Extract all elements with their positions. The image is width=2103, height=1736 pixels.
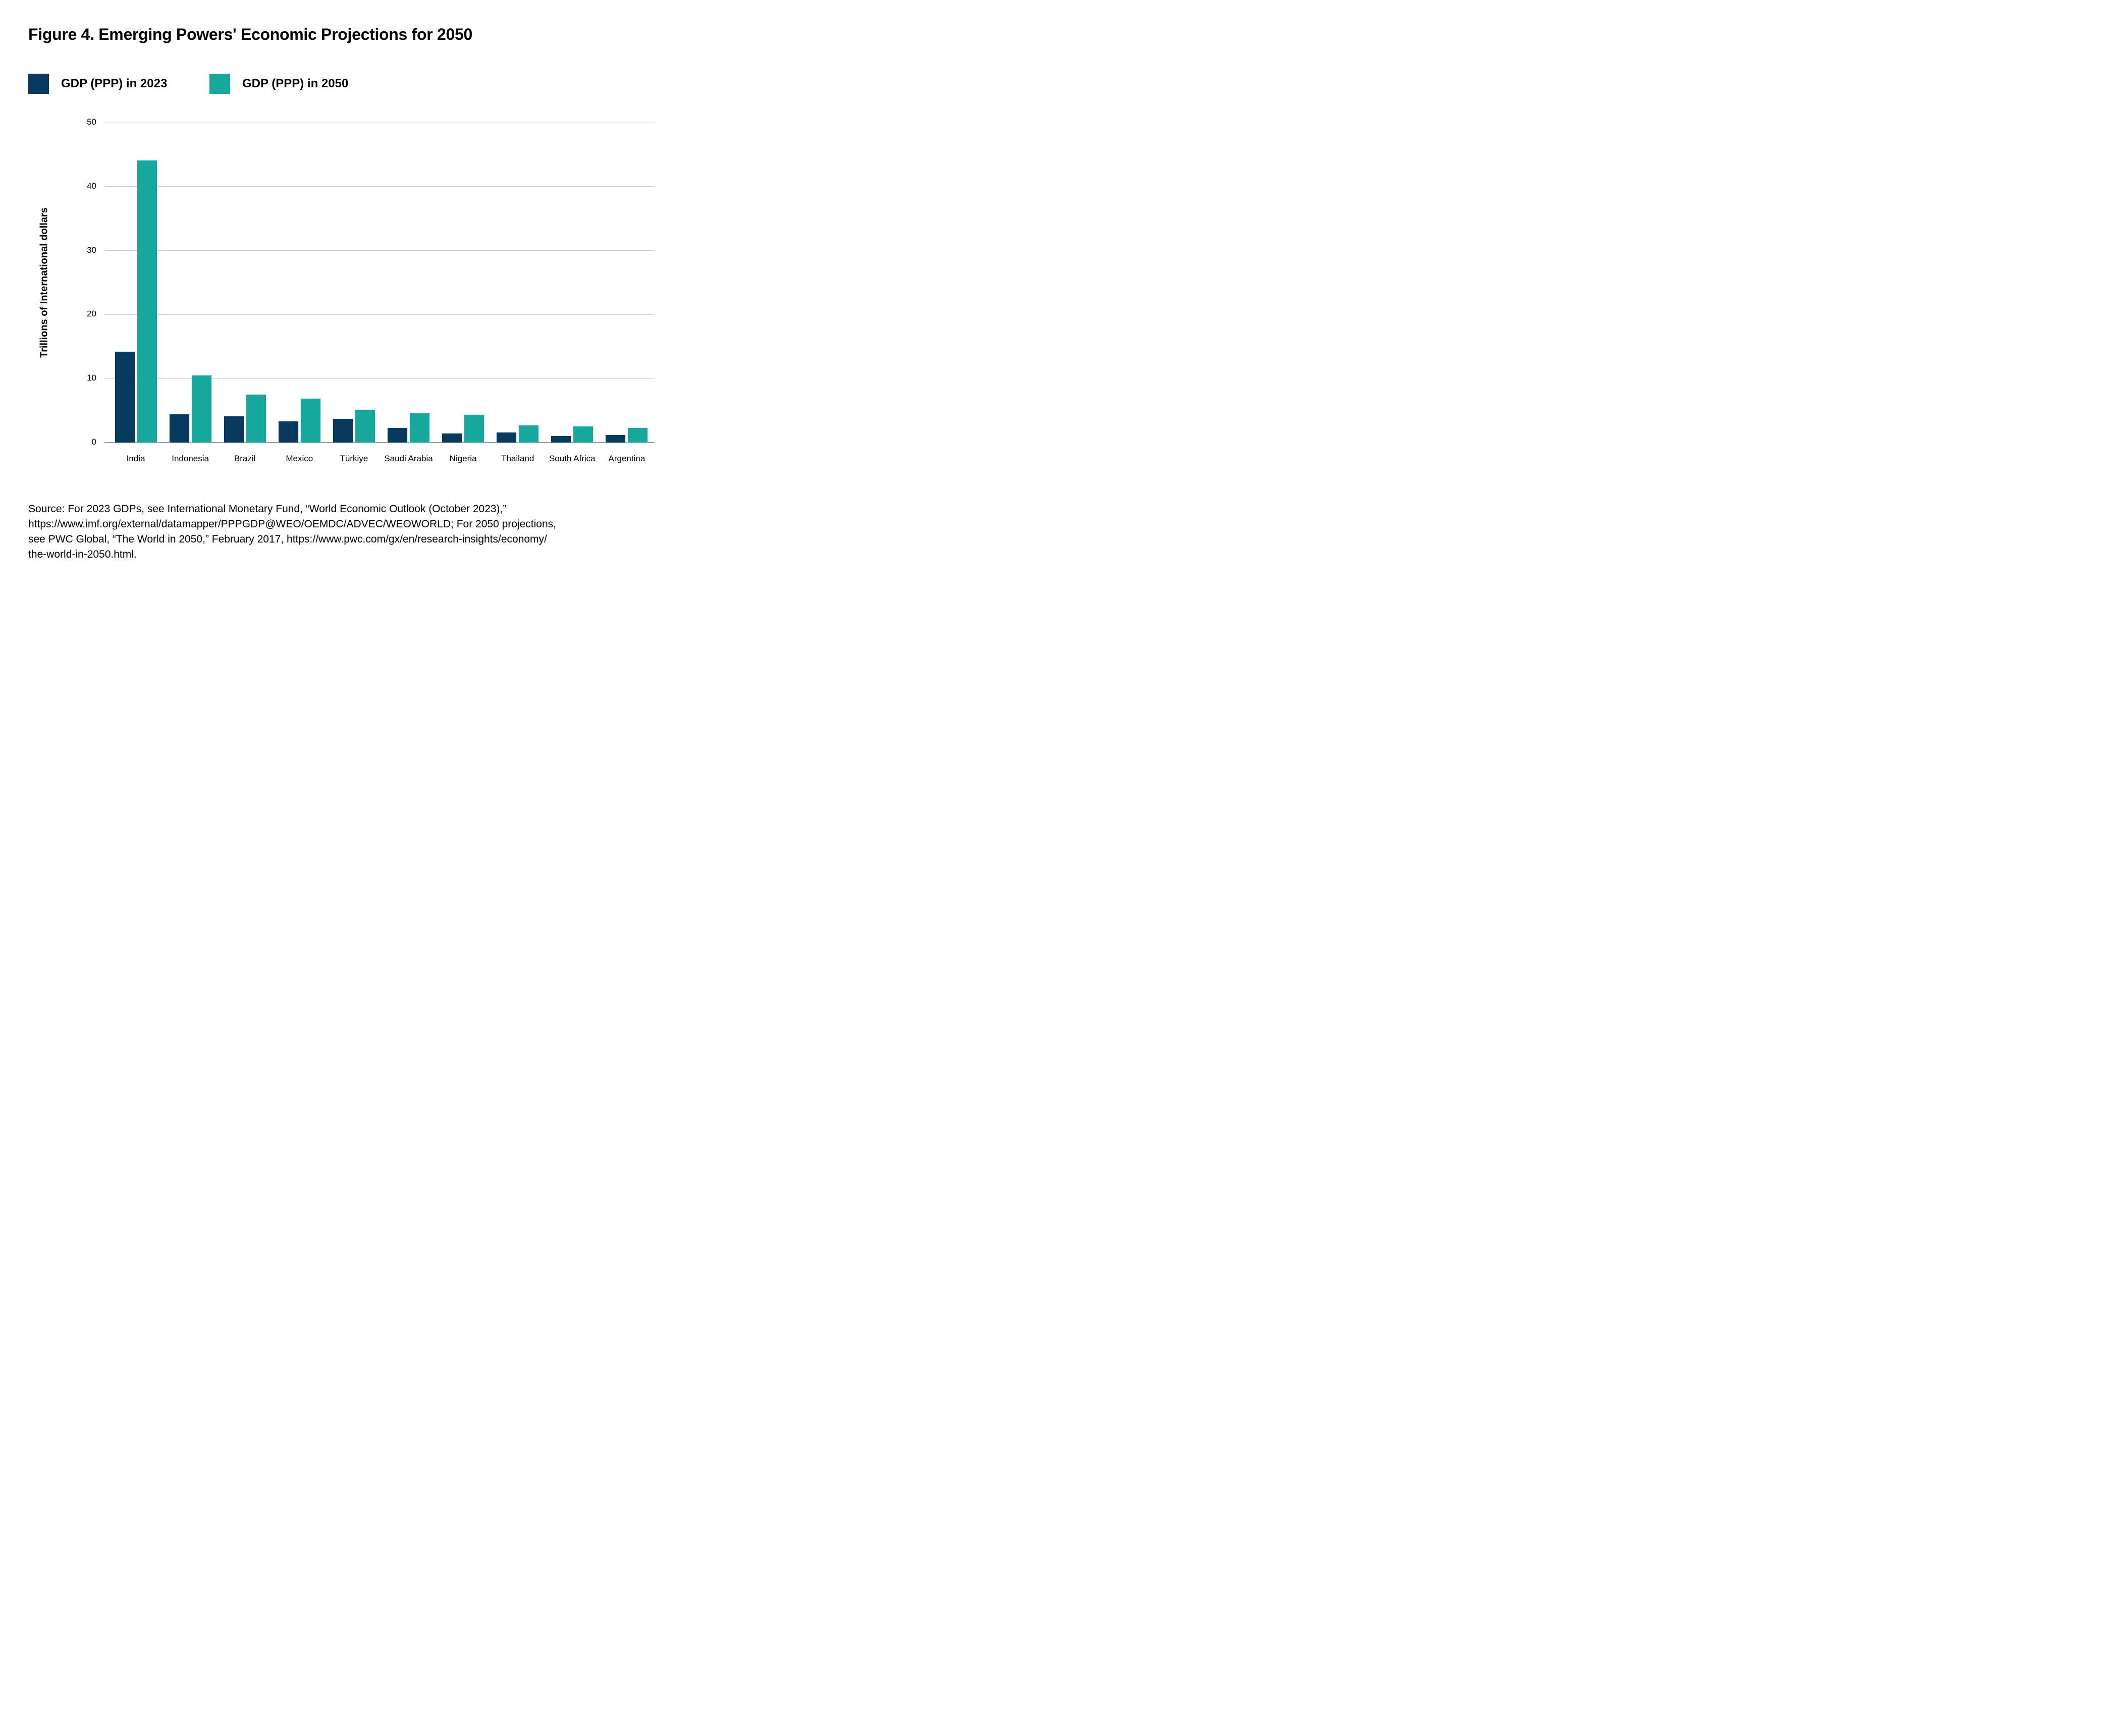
legend-item-2023: GDP (PPP) in 2023 [28,74,167,94]
bar-thailand-2023 [497,432,517,443]
bar-south-africa-2050 [573,426,594,443]
figure-4-chart: Figure 4. Emerging Powers' Economic Proj… [0,0,701,579]
gridline-20 [104,314,655,315]
gridline-10 [104,378,655,379]
x-label-nigeria: Nigeria [449,454,477,463]
bar-mexico-2050 [300,398,320,443]
bar-argentina-2023 [606,435,626,443]
bar-indonesia-2023 [169,414,189,443]
y-tick-label-20: 20 [87,309,96,319]
legend-item-2050: GDP (PPP) in 2050 [209,74,348,94]
source-line: https://www.imf.org/external/datamapper/… [28,518,556,530]
y-axis-title: Trillions of International dollars [38,207,50,358]
legend-label-2023: GDP (PPP) in 2023 [61,77,168,90]
source-line: the-world-in-2050.html. [28,549,137,560]
bar-indonesia-2050 [191,375,211,443]
bar-türkiye-2050 [355,410,375,443]
bar-india-2050 [137,160,157,443]
x-label-argentina: Argentina [608,454,645,463]
x-label-india: India [126,454,145,463]
gridline-40 [104,186,655,187]
bar-india-2023 [115,351,135,443]
x-label-thailand: Thailand [501,454,534,463]
bar-thailand-2050 [519,425,539,443]
bar-south-africa-2023 [551,436,571,443]
legend: GDP (PPP) in 2023 GDP (PPP) in 2050 [28,74,482,94]
x-label-south-africa: South Africa [549,454,596,463]
x-label-indonesia: Indonesia [172,454,209,463]
bar-türkiye-2023 [333,419,353,443]
bar-nigeria-2050 [464,415,484,443]
gridline-30 [104,250,655,251]
bar-saudi-arabia-2023 [388,427,407,443]
bar-mexico-2023 [278,421,298,443]
source-note: Source: For 2023 GDPs, see International… [28,502,556,562]
bar-nigeria-2023 [442,433,462,443]
bar-brazil-2050 [246,394,266,443]
x-label-brazil: Brazil [234,454,256,463]
chart-plot-area: 0 10 20 30 40 50 India Indonesia Brazil Mexico Tür… [87,117,655,463]
bar-argentina-2050 [628,427,648,443]
bar-saudi-arabia-2050 [410,413,429,443]
x-label-saudi-arabia: Saudi Arabia [384,454,433,463]
y-tick-label-40: 40 [87,181,96,191]
source-line: Source: For 2023 GDPs, see International… [28,503,507,515]
legend-label-2050: GDP (PPP) in 2050 [242,77,349,90]
bar-brazil-2023 [224,416,244,443]
source-line: see PWC Global, “The World in 2050,” Feb… [28,533,547,545]
x-label-türkiye: Türkiye [340,454,368,463]
legend-swatch-2050 [209,74,230,94]
y-tick-label-10: 10 [87,373,96,383]
y-tick-label-30: 30 [87,245,96,255]
legend-swatch-2023 [28,74,49,94]
x-label-mexico: Mexico [286,454,313,463]
y-tick-label-50: 50 [87,117,96,127]
figure-title: Figure 4. Emerging Powers' Economic Proj… [28,25,472,43]
y-tick-label-0: 0 [91,437,96,447]
x-axis-line [104,442,655,443]
